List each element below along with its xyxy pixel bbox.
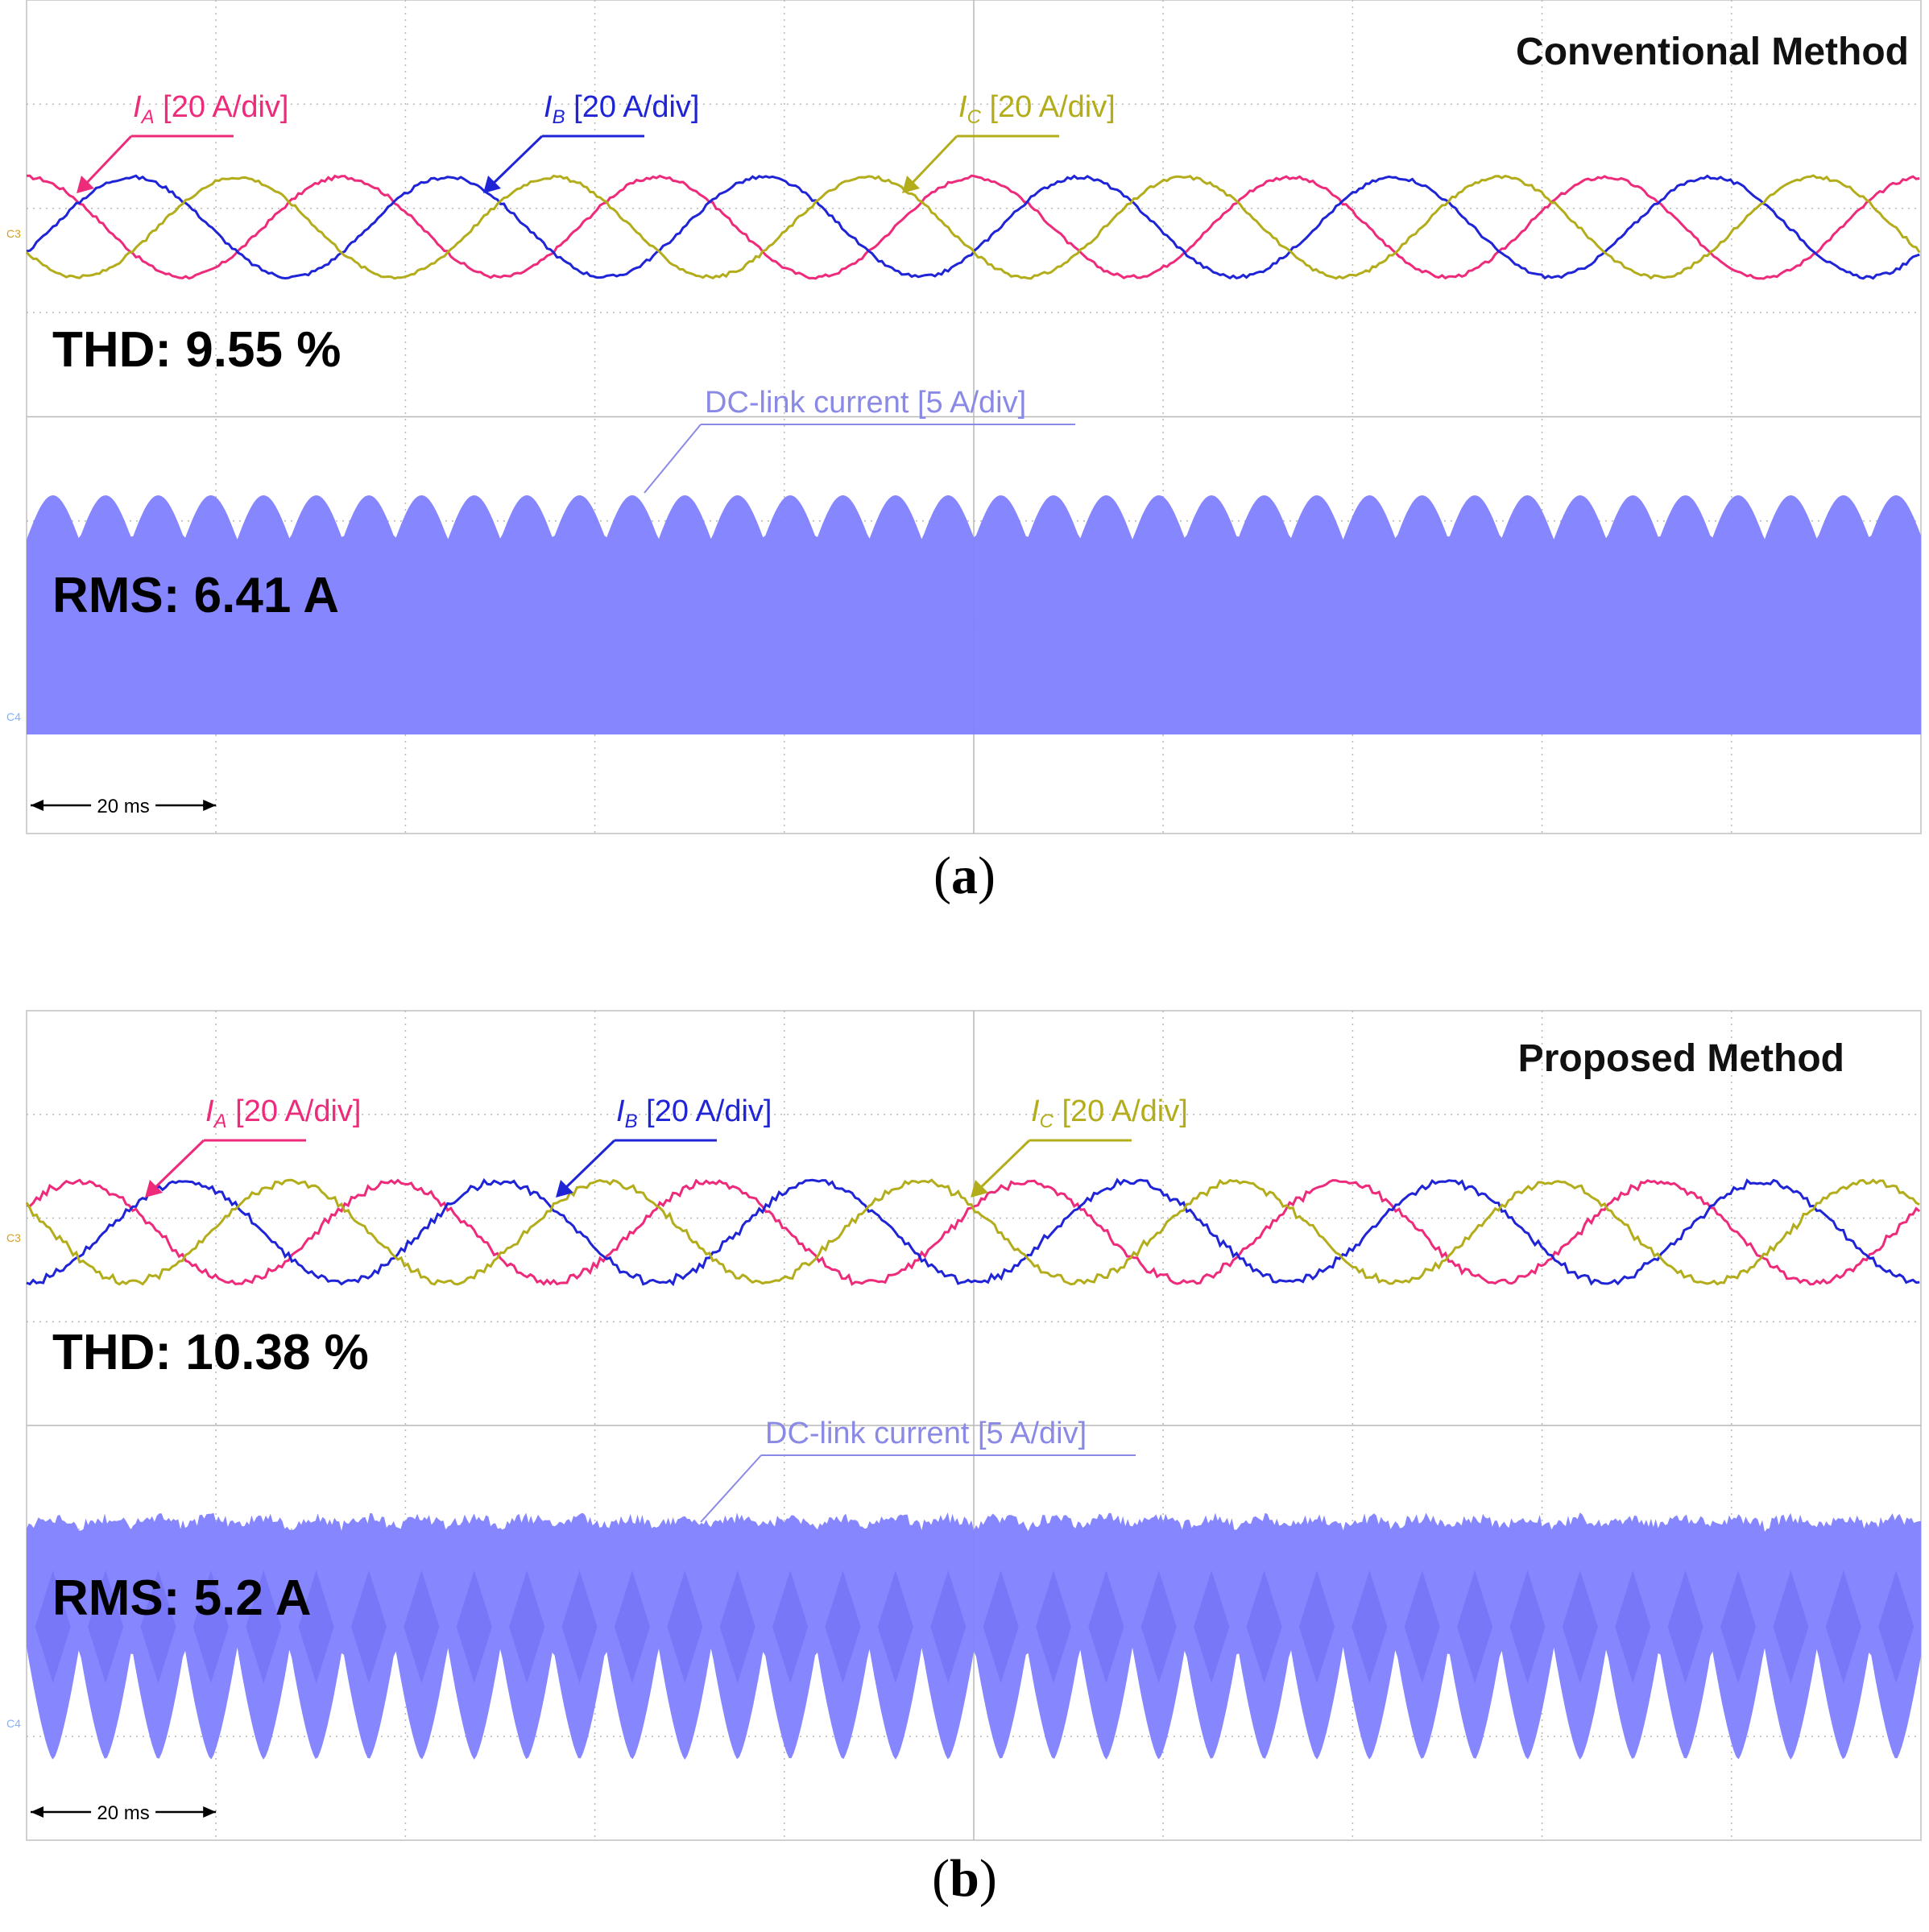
label-leader bbox=[909, 136, 957, 187]
time-scale-arrow-right-icon bbox=[203, 1806, 216, 1818]
time-scale-arrow-right-icon bbox=[203, 800, 216, 811]
time-scale-label: 20 ms bbox=[97, 1802, 149, 1824]
rms-annotation: RMS: 5.2 A bbox=[52, 1570, 312, 1626]
panel-a: IA [20 A/div] IB [20 A/div] IC [20 A/div] D… bbox=[6, 0, 1921, 834]
dc-link-label: DC-link current [5 A/div] bbox=[705, 386, 1026, 420]
time-scale-arrow-left-icon bbox=[31, 1806, 43, 1818]
label-leader bbox=[562, 1140, 615, 1191]
dc-link-label: DC-link current [5 A/div] bbox=[765, 1417, 1087, 1450]
panel-caption-a: (a) bbox=[0, 846, 1929, 907]
time-scale-label: 20 ms bbox=[97, 796, 149, 817]
oscilloscope-figure: IA [20 A/div] IB [20 A/div] IC [20 A/div] D… bbox=[0, 0, 1929, 1928]
panel-title: Conventional Method bbox=[1516, 31, 1909, 73]
label-ia: IA [20 A/div] bbox=[205, 1094, 361, 1132]
phase-current-b-trace bbox=[27, 176, 1919, 279]
thd-annotation: THD: 9.55 % bbox=[52, 322, 341, 378]
panel-caption-b: (b) bbox=[0, 1848, 1929, 1909]
dc-label-leader bbox=[701, 1455, 761, 1522]
label-ib: IB [20 A/div] bbox=[616, 1094, 772, 1132]
time-scale-arrow-left-icon bbox=[31, 800, 43, 811]
oscilloscope-chart: IA [20 A/div] IB [20 A/div] IC [20 A/div] D… bbox=[0, 0, 1929, 1928]
phase-current-a-trace bbox=[27, 176, 1919, 279]
label-ic: IC [20 A/div] bbox=[1031, 1094, 1188, 1132]
rms-annotation: RMS: 6.41 A bbox=[52, 568, 339, 623]
dc-label-leader bbox=[644, 424, 701, 493]
label-ib: IB [20 A/div] bbox=[544, 90, 699, 128]
panel-letter-a: a bbox=[951, 846, 978, 905]
channel-marker-c3: C3 bbox=[6, 227, 21, 240]
label-ic: IC [20 A/div] bbox=[958, 90, 1116, 128]
thd-annotation: THD: 10.38 % bbox=[52, 1325, 369, 1380]
channel-marker-c4: C4 bbox=[6, 710, 21, 723]
panel-b: IA [20 A/div] IB [20 A/div] IC [20 A/div] D… bbox=[6, 1011, 1921, 1840]
channel-marker-c4: C4 bbox=[6, 1717, 21, 1730]
channel-marker-c3: C3 bbox=[6, 1231, 21, 1244]
panel-title: Proposed Method bbox=[1518, 1037, 1844, 1080]
phase-current-c-trace bbox=[27, 176, 1919, 279]
panel-letter-b: b bbox=[950, 1849, 979, 1908]
label-leader bbox=[490, 136, 542, 187]
label-ia: IA [20 A/div] bbox=[133, 90, 288, 128]
